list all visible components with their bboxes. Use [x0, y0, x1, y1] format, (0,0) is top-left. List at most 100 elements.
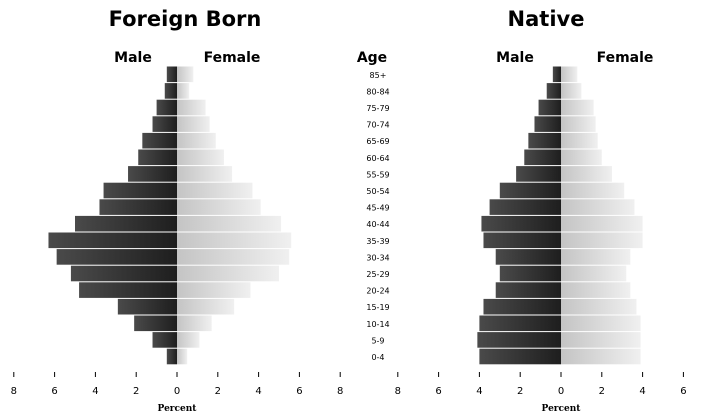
- bar-female-65-69: [177, 132, 216, 149]
- age-label: 40-44: [366, 220, 389, 229]
- bar-female-80-84: [177, 83, 190, 99]
- bar-male-20-24: [79, 282, 177, 298]
- bar-male-70-74: [152, 116, 177, 132]
- bar-female-25-29: [177, 265, 279, 282]
- foreign-female-label: Female: [204, 50, 261, 66]
- bar-male-85+: [166, 66, 177, 83]
- bar-female-70-74: [561, 116, 596, 132]
- age-label: 50-54: [366, 187, 389, 196]
- bar-male-5-9: [477, 332, 561, 348]
- x-tick-label: 6: [51, 386, 57, 397]
- bar-female-40-44: [177, 215, 282, 232]
- x-tick-label: 8: [395, 386, 401, 397]
- bar-female-50-54: [561, 182, 625, 199]
- bar-male-0-4: [479, 348, 561, 365]
- bar-male-30-34: [495, 249, 561, 265]
- bar-male-65-69: [528, 132, 561, 149]
- bar-male-75-79: [538, 99, 561, 116]
- age-label: 20-24: [366, 287, 389, 296]
- bar-male-55-59: [128, 166, 177, 182]
- x-tick-label: 6: [296, 386, 302, 397]
- bar-female-60-64: [177, 149, 224, 166]
- native-title: Native: [508, 7, 585, 31]
- age-label: 35-39: [366, 237, 389, 246]
- bar-female-40-44: [561, 215, 643, 232]
- age-label: 25-29: [366, 270, 389, 279]
- native-bars: [477, 66, 643, 365]
- bar-male-15-19: [117, 298, 177, 315]
- bar-male-45-49: [489, 199, 561, 215]
- age-label: 10-14: [366, 320, 389, 329]
- x-tick-label: 4: [476, 386, 482, 397]
- age-label: 30-34: [366, 253, 389, 262]
- bar-female-30-34: [177, 249, 290, 265]
- bar-male-25-29: [70, 265, 177, 282]
- foreign-born-title: Foreign Born: [109, 7, 262, 31]
- bar-female-75-79: [177, 99, 206, 116]
- bar-male-35-39: [483, 232, 561, 249]
- bar-male-25-29: [499, 265, 561, 282]
- bar-female-25-29: [561, 265, 627, 282]
- age-label: 15-19: [366, 303, 389, 312]
- bar-male-85+: [552, 66, 561, 83]
- bar-female-65-69: [561, 132, 598, 149]
- age-group-labels: 0-4 5-9 10-14 15-19 20-24 25-29 30-34 35-39 40-4…: [366, 71, 389, 362]
- bar-female-55-59: [177, 166, 233, 182]
- x-tick-label: 0: [174, 386, 180, 397]
- native-male-label: Male: [496, 50, 534, 66]
- bar-female-15-19: [177, 298, 235, 315]
- x-tick-label: 4: [639, 386, 645, 397]
- x-tick-label: 4: [255, 386, 261, 397]
- bar-female-50-54: [177, 182, 253, 199]
- native-female-label: Female: [597, 50, 654, 66]
- bar-male-35-39: [48, 232, 178, 249]
- x-tick-label: 2: [215, 386, 221, 397]
- bar-male-40-44: [75, 215, 177, 232]
- bar-female-5-9: [177, 332, 200, 348]
- bar-female-30-34: [561, 249, 631, 265]
- bar-male-80-84: [164, 83, 177, 99]
- bar-male-0-4: [166, 348, 177, 365]
- bar-female-5-9: [561, 332, 641, 348]
- bar-male-60-64: [138, 149, 177, 166]
- bar-male-75-79: [156, 99, 177, 116]
- age-label: 0-4: [371, 353, 384, 362]
- age-header: Age: [357, 50, 387, 66]
- bar-female-75-79: [561, 99, 594, 116]
- bar-female-35-39: [177, 232, 292, 249]
- foreign-born-bars: [48, 66, 292, 365]
- bar-male-55-59: [516, 166, 561, 182]
- bar-female-45-49: [177, 199, 261, 215]
- bar-male-65-69: [142, 132, 177, 149]
- bar-male-70-74: [534, 116, 561, 132]
- x-tick-label: 6: [680, 386, 686, 397]
- native-x-axis: 8 6 4 2 0 2 4 6: [395, 372, 687, 397]
- x-tick-label: 8: [11, 386, 17, 397]
- foreign-born-x-axis: 8 6 4 2 0 2 4 6 8: [11, 372, 343, 397]
- age-label: 70-74: [366, 121, 389, 130]
- bar-male-60-64: [524, 149, 561, 166]
- bar-male-45-49: [99, 199, 177, 215]
- bar-female-80-84: [561, 83, 582, 99]
- foreign-born-x-axis-label: Percent: [158, 404, 198, 414]
- x-tick-label: 2: [517, 386, 523, 397]
- bar-female-60-64: [561, 149, 602, 166]
- bar-female-85+: [177, 66, 194, 83]
- age-label: 55-59: [366, 170, 389, 179]
- bar-female-45-49: [561, 199, 635, 215]
- x-tick-label: 8: [337, 386, 343, 397]
- age-label: 80-84: [366, 87, 389, 96]
- bar-female-0-4: [561, 348, 641, 365]
- bar-male-30-34: [56, 249, 177, 265]
- bar-female-10-14: [561, 315, 641, 332]
- bar-male-20-24: [495, 282, 561, 298]
- age-label: 5-9: [371, 336, 384, 345]
- bar-female-10-14: [177, 315, 212, 332]
- x-tick-label: 4: [92, 386, 98, 397]
- age-label: 45-49: [366, 204, 389, 213]
- bar-female-20-24: [177, 282, 251, 298]
- bar-female-20-24: [561, 282, 631, 298]
- bar-male-10-14: [479, 315, 561, 332]
- bar-female-0-4: [177, 348, 188, 365]
- age-label: 65-69: [366, 137, 389, 146]
